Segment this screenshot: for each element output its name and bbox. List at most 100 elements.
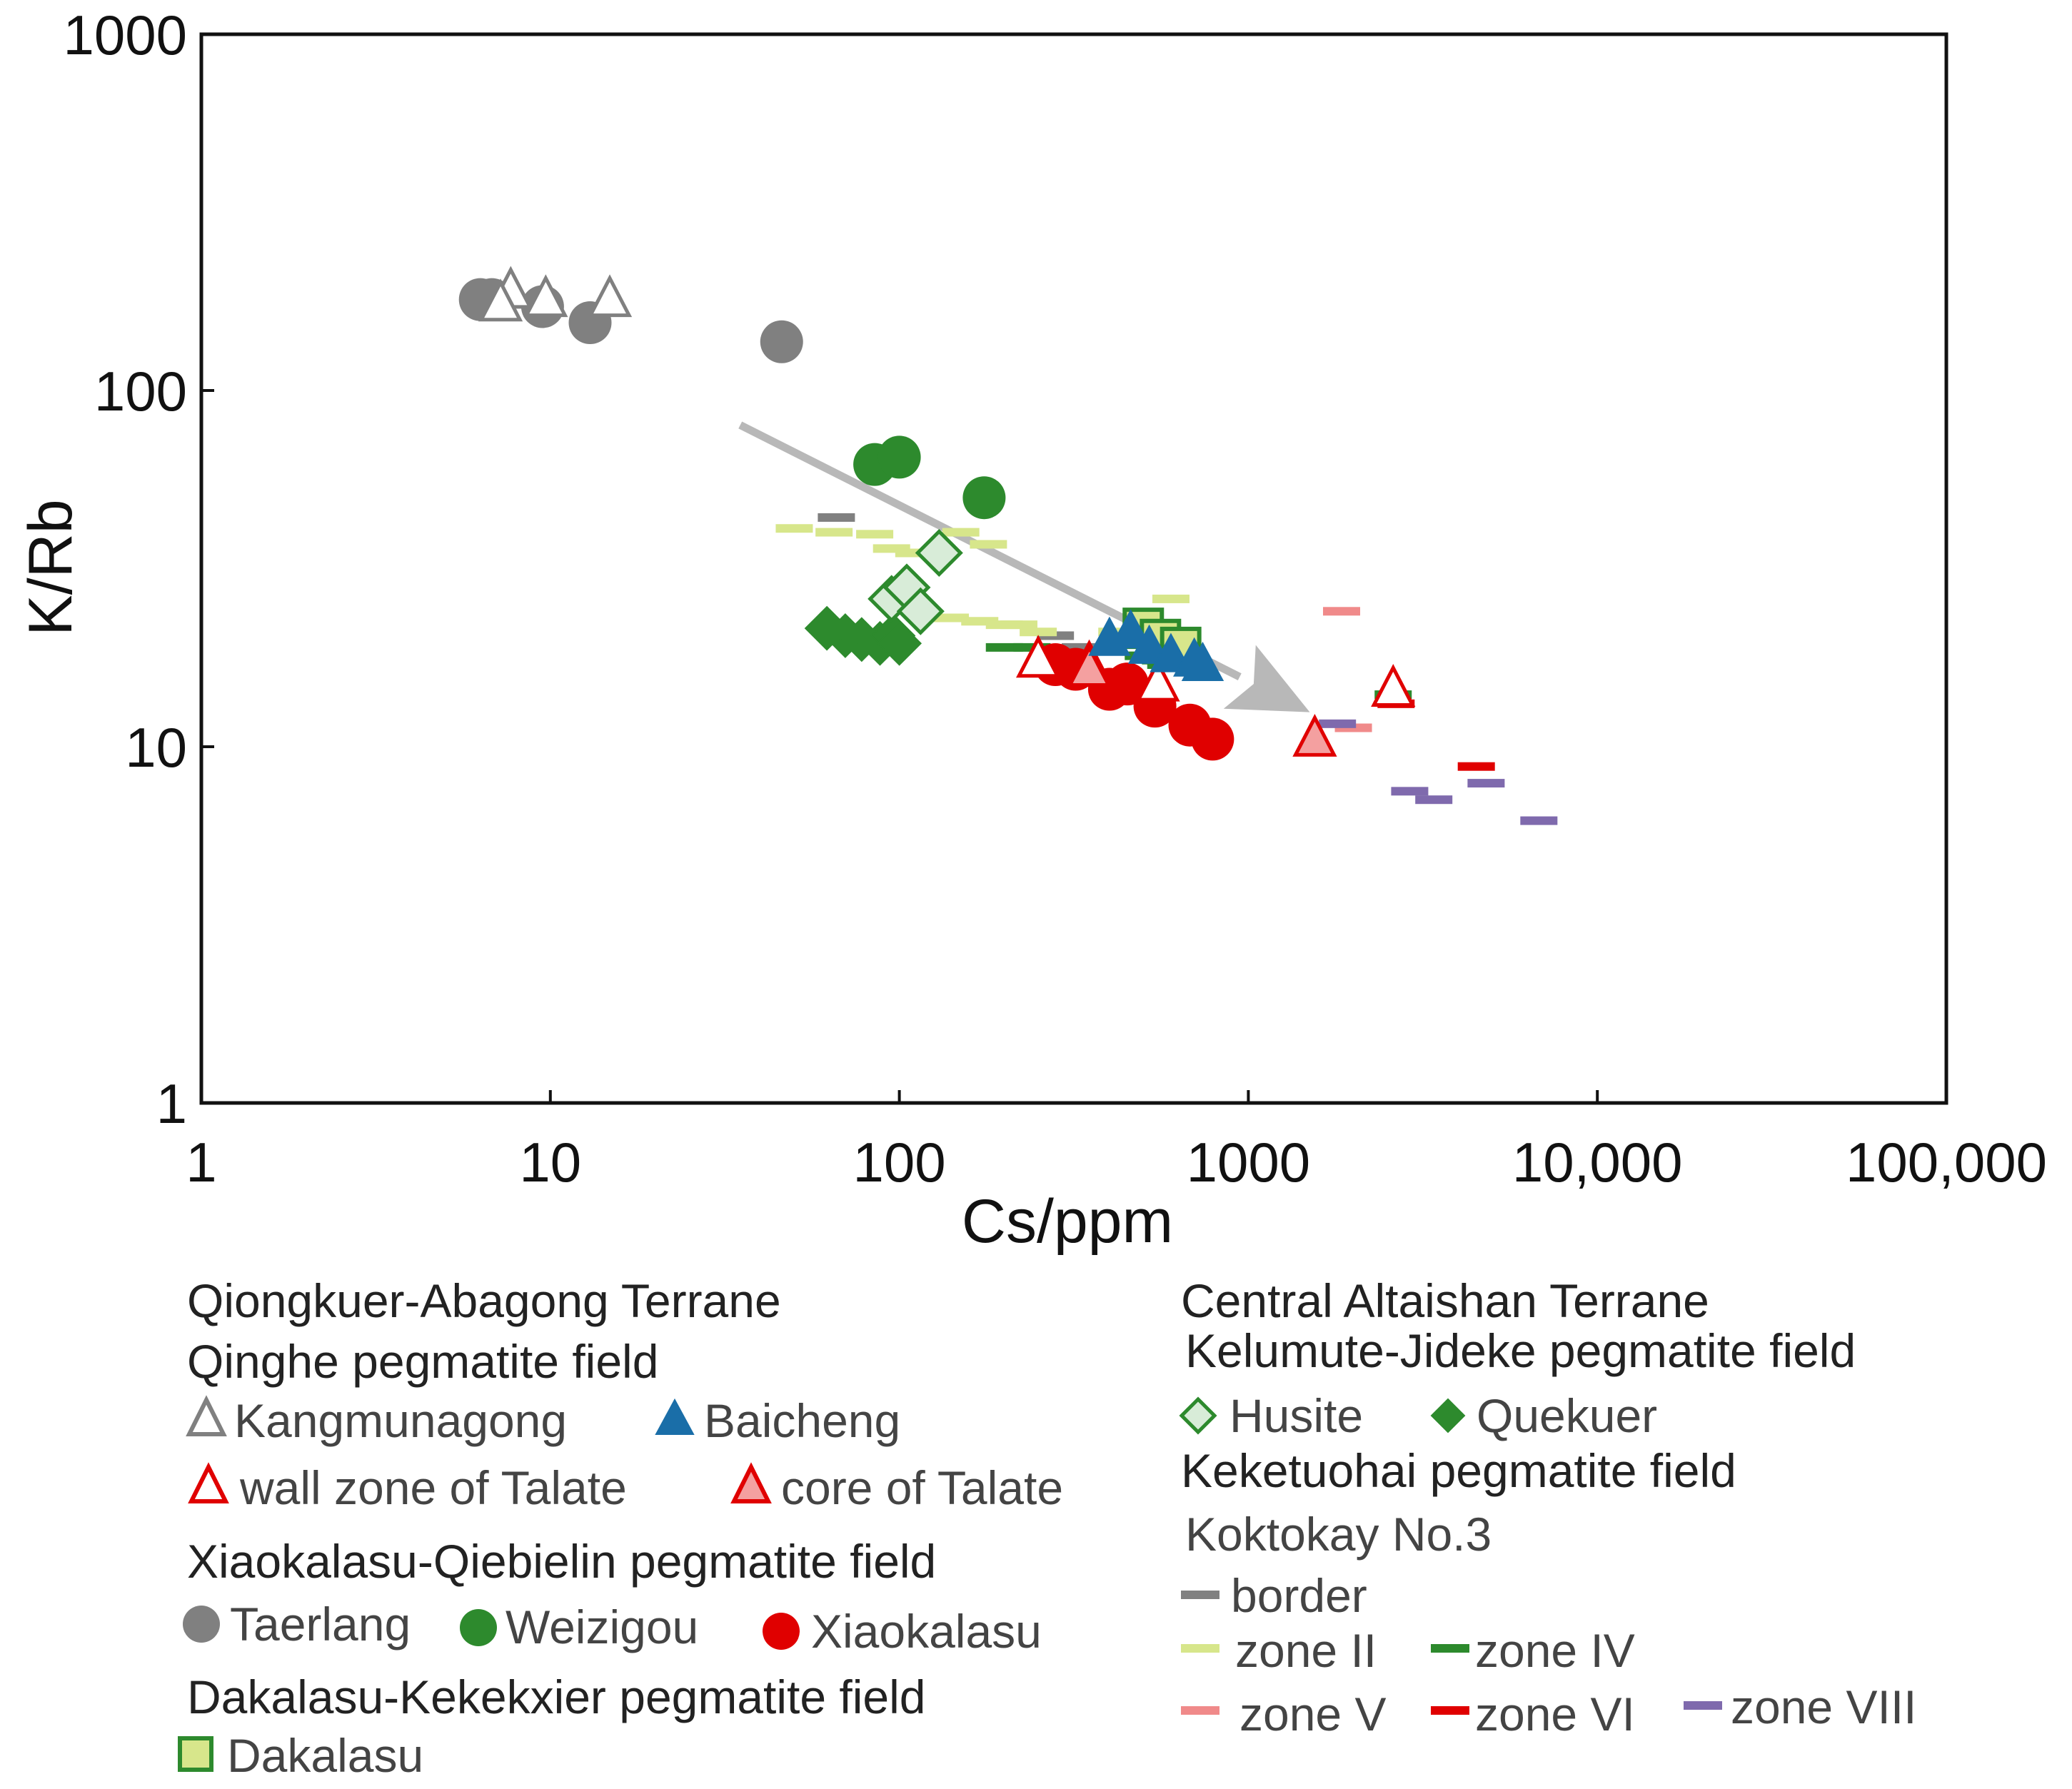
weizigou-point	[962, 476, 1006, 520]
zone-ii-point	[775, 524, 813, 533]
weizigou-point	[877, 435, 921, 479]
legend-item-xiaokalasu: Xiaokalasu	[763, 1605, 1042, 1658]
zone-viii-point	[1520, 816, 1558, 825]
baicheng-point	[1109, 609, 1152, 649]
legend-label-dakalasu: Dakalasu	[227, 1729, 423, 1782]
open-diamond-icon	[1179, 1396, 1217, 1435]
zone-ii-point	[1020, 628, 1057, 637]
core-of-talate-point	[1067, 644, 1112, 687]
legend-item-husite: Husite	[1179, 1389, 1363, 1442]
zone-viii-point	[1391, 787, 1429, 796]
zone-ii-point	[942, 528, 980, 537]
legend-item-wall-zone-talate: wall zone of Talate	[188, 1461, 627, 1514]
legend-item-dakalasu: Dakalasu	[178, 1729, 423, 1782]
legend-item-border: border	[1181, 1569, 1367, 1622]
y-axis: 1 10 100 1000	[63, 4, 214, 1135]
pink-triangle-icon	[730, 1462, 772, 1503]
zone-vi-point	[1457, 762, 1495, 771]
legend-terrane-right: Central Altaishan Terrane	[1181, 1274, 1709, 1327]
zone-ii-point	[856, 530, 894, 539]
filled-diamond-icon	[1430, 1398, 1466, 1433]
zone-ii-point	[932, 613, 970, 623]
circle-gray-icon	[183, 1606, 220, 1643]
legend-label-zone-ii: zone II	[1235, 1624, 1377, 1677]
legend-item-zone-v: zone V	[1181, 1688, 1386, 1740]
legend-label-zone-v: zone V	[1239, 1688, 1386, 1740]
filled-triangle-blue-icon	[655, 1398, 695, 1435]
husite-point	[915, 528, 963, 578]
legend-field-keketuohai: Keketuohai pegmatite field	[1181, 1444, 1736, 1497]
trend-arrow-head	[1223, 645, 1310, 712]
legend-field-qinghe: Qinghe pegmatite field	[187, 1335, 658, 1388]
baicheng-point	[1181, 641, 1224, 682]
dash-pink-icon	[1181, 1706, 1219, 1715]
x-tick-label: 1000	[1187, 1131, 1311, 1194]
legend-item-taerlang: Taerlang	[183, 1598, 411, 1651]
x-axis-title: Cs/ppm	[962, 1187, 1173, 1256]
circle-green-icon	[460, 1609, 497, 1646]
plot-frame	[199, 32, 1948, 1105]
legend-label-zone-iv: zone IV	[1475, 1624, 1635, 1677]
x-tick-label: 10,000	[1512, 1131, 1683, 1194]
legend-item-zone-iv: zone IV	[1431, 1624, 1635, 1677]
legend-field-xiaokalasu: Xiaokalasu-Qiebielin pegmatite field	[187, 1535, 936, 1588]
dash-green-icon	[1431, 1644, 1469, 1653]
dash-gray-icon	[1181, 1591, 1219, 1599]
x-tick-label: 100,000	[1846, 1131, 2047, 1194]
legend-label-zone-viii: zone VIII	[1731, 1680, 1917, 1733]
open-triangle-gray-icon	[186, 1395, 227, 1436]
legend-label-xiaokalasu: Xiaokalasu	[811, 1605, 1042, 1658]
dash-purple-icon	[1684, 1701, 1722, 1710]
legend-label-baicheng: Baicheng	[704, 1394, 900, 1447]
zone-ii-point	[1000, 620, 1037, 630]
x-tick-label: 1	[186, 1131, 216, 1194]
zone-v-point	[1322, 607, 1360, 616]
core-of-talate-point	[1292, 714, 1337, 757]
legend-label-taerlang: Taerlang	[230, 1598, 411, 1651]
y-tick-label: 1000	[63, 4, 187, 66]
square-icon	[178, 1736, 213, 1772]
legend-field-dakalasu: Dakalasu-Kekekxier pegmatite field	[187, 1670, 926, 1723]
legend-label-core-talate: core of Talate	[781, 1461, 1063, 1514]
wall-zone-of-talate-point	[1015, 635, 1061, 678]
legend-left: Qiongkuer-Abagong Terrane Qinghe pegmati…	[178, 1274, 1063, 1782]
y-tick-label: 10	[125, 716, 187, 779]
baicheng-point	[1127, 624, 1171, 664]
kangmunagong-point	[587, 274, 633, 318]
legend-item-kangmunagong: Kangmunagong	[186, 1394, 567, 1447]
xiaokalasu-point	[1191, 717, 1234, 761]
legend-item-quekuer: Quekuer	[1430, 1389, 1657, 1442]
kangmunagong-point	[478, 278, 523, 322]
dash-lightgreen-icon	[1181, 1644, 1219, 1653]
x-axis: 1 10 100 1000 10,000 100,000	[186, 1090, 2047, 1194]
legend-item-zone-ii: zone II	[1181, 1624, 1377, 1677]
legend-label-wall-zone-talate: wall zone of Talate	[239, 1461, 627, 1514]
border-point	[818, 513, 855, 522]
zone-viii-point	[1467, 779, 1505, 788]
zone-viii-point	[1319, 719, 1357, 728]
legend-item-zone-viii: zone VIII	[1684, 1680, 1917, 1733]
legend-label-husite: Husite	[1229, 1389, 1363, 1442]
legend-sub-koktokay: Koktokay No.3	[1185, 1508, 1492, 1561]
zone-ii-point	[1152, 594, 1190, 603]
kangmunagong-point	[523, 274, 568, 318]
husite-point	[896, 587, 945, 635]
taerlang-point	[760, 320, 803, 363]
legend-item-weizigou: Weizigou	[460, 1601, 698, 1653]
legend-label-kangmunagong: Kangmunagong	[234, 1394, 567, 1447]
legend-item-core-talate: core of Talate	[730, 1461, 1063, 1514]
legend-field-kelumute: Kelumute-Jideke pegmatite field	[1185, 1324, 1856, 1377]
data-marks	[458, 266, 1558, 825]
legend-right: Central Altaishan Terrane Kelumute-Jidek…	[1179, 1274, 1917, 1740]
legend-label-quekuer: Quekuer	[1477, 1389, 1657, 1442]
wall-zone-of-talate-point	[1135, 658, 1180, 702]
dash-red-icon	[1431, 1706, 1469, 1715]
wall-zone-of-talate-point	[1371, 664, 1416, 707]
zone-ii-point	[815, 528, 853, 537]
legend-label-zone-vi: zone VI	[1475, 1688, 1635, 1740]
legend-label-border: border	[1231, 1569, 1367, 1622]
y-tick-label: 1	[156, 1072, 187, 1135]
legend-item-baicheng: Baicheng	[655, 1394, 900, 1447]
zone-viii-point	[1415, 795, 1453, 805]
